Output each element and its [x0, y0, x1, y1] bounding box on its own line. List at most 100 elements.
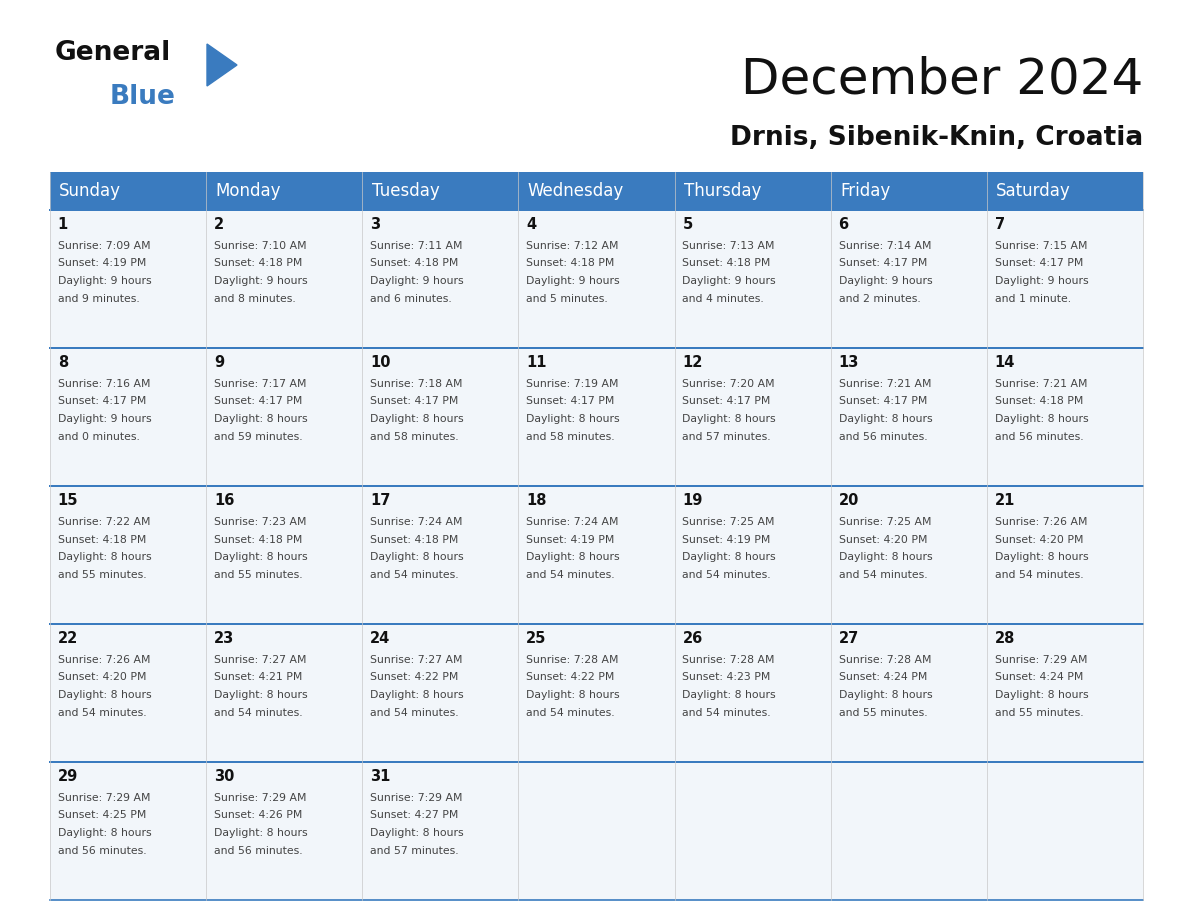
- Text: 30: 30: [214, 769, 234, 784]
- Text: 3: 3: [371, 217, 380, 232]
- Text: Sunset: 4:17 PM: Sunset: 4:17 PM: [839, 397, 927, 407]
- Bar: [675, 486, 830, 624]
- Bar: [675, 210, 830, 348]
- Bar: [362, 624, 518, 762]
- Text: 23: 23: [214, 631, 234, 646]
- Text: Sunrise: 7:29 AM: Sunrise: 7:29 AM: [371, 793, 462, 803]
- Text: Sunset: 4:18 PM: Sunset: 4:18 PM: [58, 534, 146, 544]
- Text: Sunset: 4:24 PM: Sunset: 4:24 PM: [994, 673, 1083, 682]
- Text: Daylight: 8 hours: Daylight: 8 hours: [214, 690, 308, 700]
- Text: and 54 minutes.: and 54 minutes.: [526, 569, 615, 579]
- Text: Daylight: 9 hours: Daylight: 9 hours: [214, 276, 308, 286]
- Bar: [675, 348, 830, 486]
- Text: and 55 minutes.: and 55 minutes.: [214, 569, 303, 579]
- Bar: [50, 762, 207, 900]
- Text: 24: 24: [371, 631, 391, 646]
- Bar: [518, 210, 675, 348]
- Text: Sunrise: 7:28 AM: Sunrise: 7:28 AM: [839, 655, 931, 665]
- Text: 1: 1: [58, 217, 68, 232]
- Bar: [987, 486, 1143, 624]
- Text: Sunset: 4:17 PM: Sunset: 4:17 PM: [58, 397, 146, 407]
- Text: Daylight: 9 hours: Daylight: 9 hours: [994, 276, 1088, 286]
- Text: Daylight: 9 hours: Daylight: 9 hours: [371, 276, 463, 286]
- Text: Wednesday: Wednesday: [527, 182, 624, 200]
- Text: 9: 9: [214, 355, 225, 370]
- Bar: [830, 486, 987, 624]
- Bar: [830, 172, 987, 210]
- Text: Sunset: 4:22 PM: Sunset: 4:22 PM: [526, 673, 614, 682]
- Bar: [50, 172, 207, 210]
- Text: 4: 4: [526, 217, 536, 232]
- Text: Daylight: 8 hours: Daylight: 8 hours: [371, 690, 463, 700]
- Text: and 54 minutes.: and 54 minutes.: [682, 708, 771, 718]
- Text: Sunset: 4:18 PM: Sunset: 4:18 PM: [371, 534, 459, 544]
- Bar: [987, 172, 1143, 210]
- Bar: [207, 762, 362, 900]
- Text: Sunset: 4:21 PM: Sunset: 4:21 PM: [214, 673, 302, 682]
- Text: Daylight: 8 hours: Daylight: 8 hours: [994, 690, 1088, 700]
- Text: Sunrise: 7:19 AM: Sunrise: 7:19 AM: [526, 379, 619, 389]
- Text: General: General: [55, 40, 171, 66]
- Text: and 5 minutes.: and 5 minutes.: [526, 294, 608, 304]
- Bar: [362, 172, 518, 210]
- Text: 29: 29: [58, 769, 78, 784]
- Bar: [830, 210, 987, 348]
- Text: and 4 minutes.: and 4 minutes.: [682, 294, 764, 304]
- Text: Sunset: 4:25 PM: Sunset: 4:25 PM: [58, 811, 146, 821]
- Text: 16: 16: [214, 493, 234, 508]
- Text: Daylight: 8 hours: Daylight: 8 hours: [682, 690, 776, 700]
- Text: Sunset: 4:18 PM: Sunset: 4:18 PM: [214, 534, 302, 544]
- Text: 10: 10: [371, 355, 391, 370]
- Text: 22: 22: [58, 631, 78, 646]
- Text: 2: 2: [214, 217, 225, 232]
- Bar: [830, 624, 987, 762]
- Text: 19: 19: [682, 493, 703, 508]
- Text: and 2 minutes.: and 2 minutes.: [839, 294, 921, 304]
- Text: Daylight: 8 hours: Daylight: 8 hours: [371, 828, 463, 838]
- Bar: [518, 486, 675, 624]
- Text: 31: 31: [371, 769, 391, 784]
- Text: 5: 5: [682, 217, 693, 232]
- Text: Sunrise: 7:22 AM: Sunrise: 7:22 AM: [58, 517, 151, 527]
- Text: and 56 minutes.: and 56 minutes.: [839, 431, 927, 442]
- Text: and 54 minutes.: and 54 minutes.: [682, 569, 771, 579]
- Text: Drnis, Sibenik-Knin, Croatia: Drnis, Sibenik-Knin, Croatia: [729, 125, 1143, 151]
- Text: and 1 minute.: and 1 minute.: [994, 294, 1070, 304]
- Text: Daylight: 8 hours: Daylight: 8 hours: [994, 414, 1088, 424]
- Text: Daylight: 8 hours: Daylight: 8 hours: [58, 690, 151, 700]
- Polygon shape: [207, 44, 236, 86]
- Bar: [362, 348, 518, 486]
- Text: and 57 minutes.: and 57 minutes.: [371, 845, 459, 856]
- Text: Daylight: 9 hours: Daylight: 9 hours: [682, 276, 776, 286]
- Text: 25: 25: [526, 631, 546, 646]
- Text: Sunset: 4:17 PM: Sunset: 4:17 PM: [214, 397, 302, 407]
- Text: and 58 minutes.: and 58 minutes.: [371, 431, 459, 442]
- Text: Sunrise: 7:18 AM: Sunrise: 7:18 AM: [371, 379, 462, 389]
- Text: Sunrise: 7:24 AM: Sunrise: 7:24 AM: [371, 517, 462, 527]
- Text: Daylight: 8 hours: Daylight: 8 hours: [526, 552, 620, 562]
- Bar: [207, 172, 362, 210]
- Text: Daylight: 8 hours: Daylight: 8 hours: [839, 552, 933, 562]
- Text: Sunday: Sunday: [59, 182, 121, 200]
- Text: Sunset: 4:17 PM: Sunset: 4:17 PM: [682, 397, 771, 407]
- Text: Daylight: 8 hours: Daylight: 8 hours: [682, 414, 776, 424]
- Text: Thursday: Thursday: [684, 182, 762, 200]
- Text: 8: 8: [58, 355, 68, 370]
- Bar: [518, 348, 675, 486]
- Text: Daylight: 8 hours: Daylight: 8 hours: [58, 552, 151, 562]
- Bar: [675, 762, 830, 900]
- Text: Sunrise: 7:21 AM: Sunrise: 7:21 AM: [839, 379, 931, 389]
- Bar: [518, 624, 675, 762]
- Text: Daylight: 9 hours: Daylight: 9 hours: [839, 276, 933, 286]
- Text: Sunrise: 7:11 AM: Sunrise: 7:11 AM: [371, 241, 462, 251]
- Text: 17: 17: [371, 493, 391, 508]
- Text: Sunset: 4:18 PM: Sunset: 4:18 PM: [214, 259, 302, 268]
- Text: Daylight: 8 hours: Daylight: 8 hours: [994, 552, 1088, 562]
- Text: Daylight: 8 hours: Daylight: 8 hours: [839, 690, 933, 700]
- Text: and 9 minutes.: and 9 minutes.: [58, 294, 139, 304]
- Text: Sunrise: 7:25 AM: Sunrise: 7:25 AM: [839, 517, 931, 527]
- Text: Monday: Monday: [215, 182, 282, 200]
- Text: Sunrise: 7:13 AM: Sunrise: 7:13 AM: [682, 241, 775, 251]
- Text: Daylight: 8 hours: Daylight: 8 hours: [58, 828, 151, 838]
- Text: and 56 minutes.: and 56 minutes.: [214, 845, 303, 856]
